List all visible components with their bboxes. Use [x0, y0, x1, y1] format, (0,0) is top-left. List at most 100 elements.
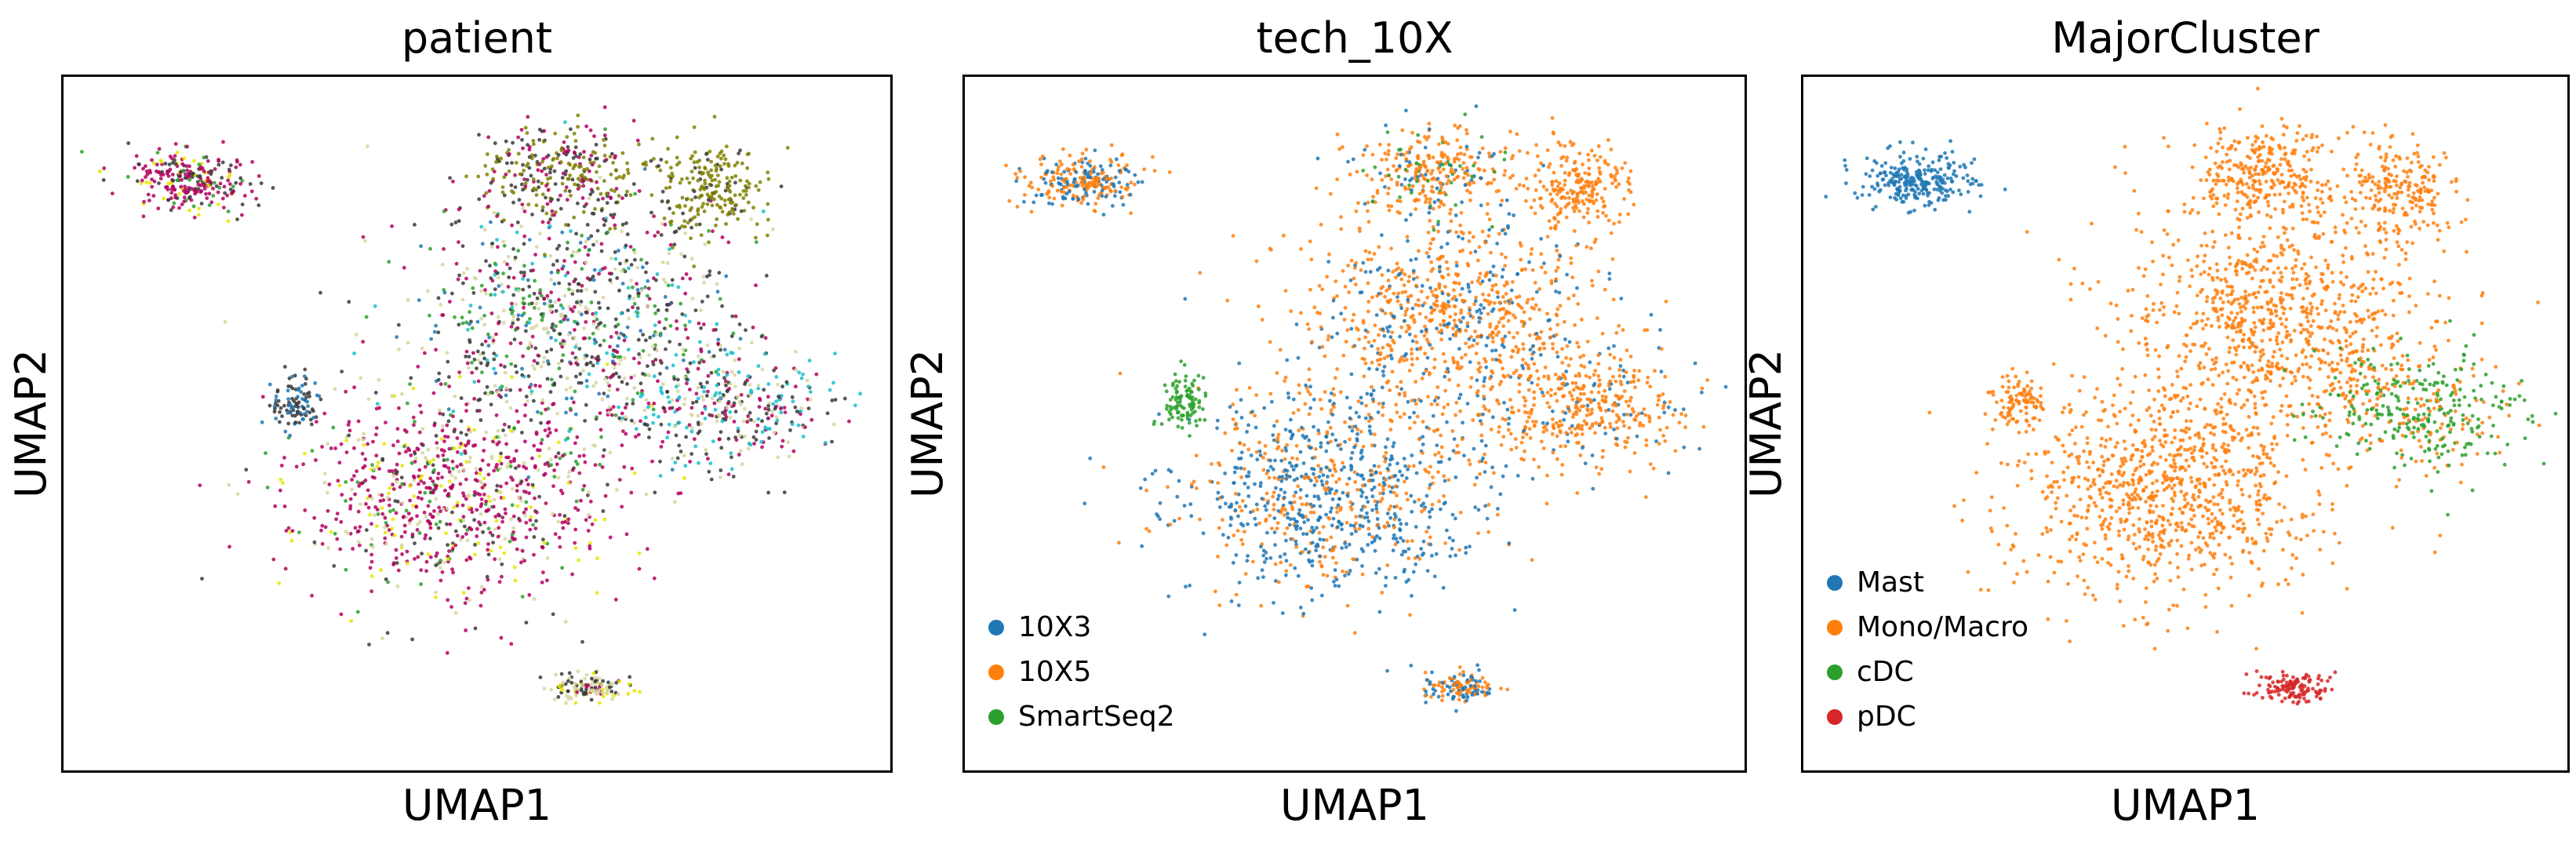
scatter-point	[1280, 449, 1284, 453]
scatter-point	[696, 178, 700, 183]
scatter-point	[1363, 361, 1368, 366]
scatter-point	[417, 482, 420, 486]
scatter-point	[400, 392, 404, 396]
scatter-point	[1475, 391, 1479, 395]
scatter-point	[520, 548, 525, 553]
scatter-point	[173, 187, 177, 191]
scatter-point	[1351, 557, 1355, 561]
scatter-point	[347, 300, 351, 304]
scatter-point	[1451, 538, 1455, 543]
scatter-point	[1362, 374, 1366, 379]
scatter-point	[1283, 508, 1288, 512]
scatter-point	[522, 274, 526, 278]
scatter-point	[431, 391, 436, 395]
scatter-point	[288, 402, 293, 406]
scatter-point	[1570, 275, 1575, 279]
scatter-point	[397, 406, 401, 410]
scatter-point	[774, 399, 778, 403]
scatter-point	[420, 497, 424, 501]
scatter-point	[1233, 508, 1238, 512]
scatter-point	[591, 384, 596, 388]
scatter-point	[499, 635, 504, 640]
scatter-point	[531, 177, 536, 181]
scatter-point	[344, 450, 349, 454]
scatter-point	[738, 192, 742, 197]
scatter-point	[705, 380, 709, 384]
scatter-point	[1346, 491, 1350, 495]
scatter-point	[466, 327, 470, 332]
scatter-point	[1271, 467, 1275, 471]
scatter-point	[1529, 252, 1534, 257]
scatter-point	[754, 438, 759, 442]
scatter-point	[278, 420, 282, 424]
scatter-point	[1348, 278, 1353, 282]
scatter-point	[472, 357, 477, 362]
scatter-point	[527, 321, 532, 325]
scatter-point	[503, 370, 508, 375]
scatter-point	[304, 410, 309, 414]
scatter-point	[1532, 307, 1537, 311]
scatter-point	[698, 381, 703, 386]
scatter-point	[1457, 249, 1462, 253]
scatter-point	[366, 488, 370, 493]
scatter-point	[288, 410, 293, 415]
scatter-point	[1332, 393, 1337, 397]
scatter-point	[677, 226, 682, 231]
scatter-point	[310, 593, 314, 598]
scatter-point	[1403, 464, 1407, 468]
scatter-point	[1243, 504, 1248, 508]
scatter-point	[433, 595, 438, 599]
scatter-point	[1143, 477, 1148, 482]
scatter-point	[357, 484, 362, 488]
scatter-point	[280, 414, 284, 418]
scatter-point	[580, 283, 584, 288]
scatter-point	[675, 319, 679, 323]
scatter-point	[1439, 460, 1443, 464]
scatter-point	[524, 507, 528, 512]
scatter-point	[1416, 298, 1421, 302]
scatter-point	[537, 231, 542, 236]
scatter-point	[544, 195, 548, 200]
scatter-point	[751, 419, 756, 424]
scatter-point	[1534, 331, 1539, 336]
scatter-point	[1237, 457, 1241, 461]
scatter-point	[1257, 521, 1261, 526]
scatter-point	[546, 331, 550, 336]
scatter-point	[1359, 457, 1363, 461]
scatter-point	[428, 313, 431, 318]
scatter-point	[1432, 399, 1437, 403]
scatter-point	[479, 590, 484, 595]
scatter-point	[736, 395, 740, 399]
scatter-point	[1486, 409, 1491, 413]
scatter-point	[484, 259, 488, 264]
scatter-point	[562, 341, 566, 346]
scatter-point	[1215, 426, 1219, 431]
scatter-point	[575, 690, 579, 694]
scatter-point	[1475, 378, 1479, 383]
scatter-point	[779, 410, 783, 415]
scatter-point	[202, 184, 206, 188]
scatter-point	[199, 202, 204, 206]
scatter-point	[729, 382, 733, 386]
scatter-point	[510, 533, 515, 537]
scatter-point	[484, 499, 489, 504]
scatter-point	[651, 413, 656, 417]
scatter-point	[288, 433, 293, 438]
scatter-point	[1330, 391, 1333, 395]
scatter-point	[522, 464, 526, 469]
scatter-point	[541, 537, 545, 542]
scatter-point	[464, 432, 468, 437]
scatter-point	[1308, 392, 1312, 396]
scatter-point	[1466, 282, 1471, 287]
scatter-point	[522, 177, 526, 182]
scatter-point	[677, 420, 682, 425]
scatter-point	[733, 373, 737, 377]
scatter-point	[602, 144, 607, 147]
scatter-point	[365, 528, 369, 532]
scatter-point	[709, 168, 713, 173]
scatter-point	[683, 464, 688, 468]
scatter-point	[357, 529, 361, 533]
scatter-point	[536, 468, 540, 472]
scatter-point	[799, 412, 802, 417]
scatter-point	[1422, 333, 1427, 338]
